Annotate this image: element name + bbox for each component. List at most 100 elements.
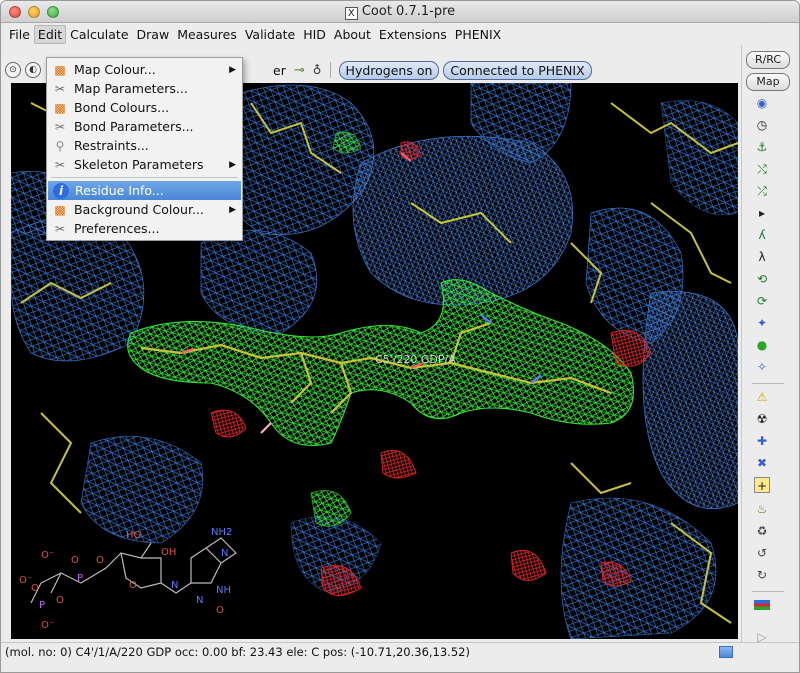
map-button[interactable]: Map <box>746 73 790 91</box>
menu-item-label: Bond Parameters... <box>74 119 194 134</box>
menu-item-map-parameters[interactable]: ✂ Map Parameters... <box>47 79 242 98</box>
minimize-window-button[interactable] <box>28 6 40 18</box>
rrc-button[interactable]: R/RC <box>746 51 790 69</box>
colour-palette-icon: ▩ <box>54 62 66 77</box>
hydrogen-molecule-icon[interactable]: ♁ <box>312 63 322 77</box>
ligand-label-o5: O <box>56 595 64 606</box>
menu-item-label: Map Parameters... <box>74 81 188 96</box>
add-box-icon[interactable]: + <box>754 477 770 493</box>
ligand-label-o6: O <box>31 583 39 594</box>
lambda-icon[interactable]: λ <box>758 250 766 264</box>
bucket-icon[interactable]: ♨ <box>756 502 768 516</box>
play-arrow-icon[interactable]: ▸ <box>758 206 766 220</box>
menu-calculate[interactable]: Calculate <box>70 26 129 42</box>
toolbar-separator <box>329 62 331 78</box>
alert-icon[interactable]: ⚠ <box>756 390 768 404</box>
menu-item-restraints[interactable]: ⚲ Restraints... <box>47 136 242 155</box>
ligand-label-ominus3: O⁻ <box>41 620 54 631</box>
menu-item-residue-info[interactable]: i Residue Info... <box>48 181 241 200</box>
menu-phenix[interactable]: PHENIX <box>454 26 502 42</box>
ligand-label-o3: O <box>96 555 104 566</box>
ligand-label-o4: O <box>71 555 79 566</box>
wrench-icon: ✂ <box>54 119 66 134</box>
refine-icon[interactable]: ◉ <box>756 96 768 110</box>
maximize-window-button[interactable] <box>47 6 59 18</box>
menu-measures[interactable]: Measures <box>177 26 237 42</box>
flip-peptide-icon[interactable]: ⤭ <box>757 162 767 176</box>
ligand-label-o1: O <box>216 605 224 616</box>
menu-item-bond-colours[interactable]: ▩ Bond Colours... <box>47 98 242 117</box>
title-bar: X Coot 0.7.1-pre <box>1 1 799 23</box>
expand-arrow-icon[interactable]: ▷ <box>757 630 767 644</box>
add-atom-icon[interactable]: ✧ <box>756 360 768 374</box>
close-window-button[interactable] <box>9 6 21 18</box>
menu-item-map-colour[interactable]: ▩ Map Colour... ▶ <box>47 60 242 79</box>
menu-item-label: Restraints... <box>74 138 149 153</box>
menu-item-label: Skeleton Parameters <box>74 157 204 172</box>
radiation-icon[interactable]: ☢ <box>756 412 768 426</box>
wrench-icon: ✂ <box>54 157 66 172</box>
menu-draw[interactable]: Draw <box>136 26 170 42</box>
phenix-connection-button[interactable]: Connected to PHENIX <box>443 60 592 80</box>
status-indicator <box>719 646 733 658</box>
ligand-label-p1: P <box>77 573 83 584</box>
place-helix-icon[interactable]: ✚ <box>756 434 768 448</box>
colour-flag-icon[interactable] <box>754 600 770 610</box>
ligand-label-nh: NH <box>216 585 231 596</box>
hydrogens-toggle-button[interactable]: Hydrogens on <box>338 60 440 80</box>
key-icon[interactable]: ⊸ <box>293 62 305 78</box>
edit-menu-dropdown: ▩ Map Colour... ▶ ✂ Map Parameters... ▩ … <box>46 57 243 241</box>
place-strand-icon[interactable]: ✖ <box>756 456 768 470</box>
menu-item-label: Bond Colours... <box>74 100 170 115</box>
delete-bin-icon[interactable]: ♻ <box>756 524 768 538</box>
menu-about[interactable]: About <box>333 26 371 42</box>
redo-icon[interactable]: ↻ <box>756 568 768 582</box>
menu-edit[interactable]: Edit <box>33 24 67 44</box>
menu-item-label: Background Colour... <box>74 202 204 217</box>
undo-icon[interactable]: ↺ <box>756 546 768 560</box>
menu-extensions[interactable]: Extensions <box>378 26 447 42</box>
menu-item-label: Map Colour... <box>74 62 156 77</box>
wrench-icon: ✂ <box>54 81 66 96</box>
menu-validate[interactable]: Validate <box>244 26 296 42</box>
add-water-icon[interactable]: ● <box>756 338 768 352</box>
submenu-arrow-icon: ▶ <box>229 159 236 170</box>
toolbar-partial-label[interactable]: er <box>273 62 286 78</box>
add-terminal-icon[interactable]: ✦ <box>756 316 768 330</box>
menu-item-preferences[interactable]: ✂ Preferences... <box>47 219 242 238</box>
red-difference-density <box>210 141 652 596</box>
toolbar-separator <box>752 591 784 592</box>
main-toolbar: ⊙ ◐ er ⊸ ♁ Hydrogens on Connected to PHE… <box>1 59 741 81</box>
menu-separator <box>51 177 238 178</box>
menu-hid[interactable]: HID <box>303 26 326 42</box>
ligand-label-n2: N <box>171 580 178 591</box>
menu-item-background-colour[interactable]: ▩ Background Colour... ▶ <box>47 200 242 219</box>
display-manager-icon[interactable]: ◐ <box>25 62 41 78</box>
auto-fit-icon[interactable]: ⟳ <box>756 294 768 308</box>
rotate-translate-icon[interactable]: ⚓ <box>756 140 768 154</box>
status-bar: (mol. no: 0) C4'/1/A/220 GDP occ: 0.00 b… <box>1 642 799 662</box>
side-chain-icon[interactable]: ⤮ <box>757 184 767 198</box>
colour-palette-icon: ▩ <box>54 202 66 217</box>
menu-item-skeleton-parameters[interactable]: ✂ Skeleton Parameters ▶ <box>47 155 242 174</box>
atom-highlights <box>180 152 542 434</box>
x11-icon: X <box>344 7 358 20</box>
clock-icon[interactable]: ◷ <box>756 118 768 132</box>
ligand-2d-diagram: HO OH NH2 N NH N N O O O O O O P P O⁻ O⁻… <box>19 527 237 631</box>
reset-view-icon[interactable]: ⊙ <box>5 62 21 78</box>
ligand-label-p2: P <box>39 600 45 611</box>
submenu-arrow-icon: ▶ <box>229 204 236 215</box>
ligand-label-ho: HO <box>126 530 142 541</box>
menu-file[interactable]: File <box>9 26 30 42</box>
ligand-label-nh2: NH2 <box>211 527 232 538</box>
ligand-label-oh: OH <box>161 547 176 558</box>
green-difference-density <box>127 131 635 527</box>
ligand-label-n3: N <box>196 595 203 606</box>
menu-item-bond-parameters[interactable]: ✂ Bond Parameters... <box>47 117 242 136</box>
molecular-graphics-viewer[interactable]: HO OH NH2 N NH N N O O O O O O P P O⁻ O⁻… <box>11 83 738 639</box>
rotamer-icon[interactable]: ʎ <box>758 228 766 242</box>
mutate-icon[interactable]: ⟲ <box>756 272 768 286</box>
colour-palette-icon: ▩ <box>54 100 66 115</box>
menu-item-label: Residue Info... <box>75 183 164 198</box>
